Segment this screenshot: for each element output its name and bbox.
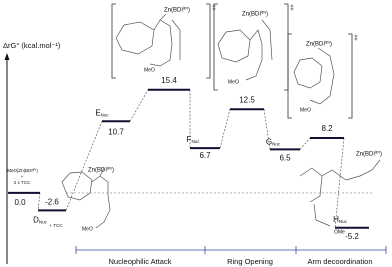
y-axis-arrow xyxy=(4,53,10,60)
value-label: 0.0 xyxy=(14,198,26,207)
connector xyxy=(219,109,231,149)
state-label: ENuc xyxy=(95,108,109,117)
structures xyxy=(61,3,381,229)
start-label: 2 x TCC xyxy=(14,180,31,185)
state-name: D xyxy=(33,215,39,224)
value-label: -5.2 xyxy=(345,232,359,241)
state-label: HNuc xyxy=(333,215,348,224)
value-label: 6.7 xyxy=(199,151,211,160)
state-subscript: Nuc xyxy=(339,219,348,224)
value-label: 8.2 xyxy=(321,124,333,133)
structure-label: Zn(BDIⁱᴾʳ) xyxy=(306,40,332,48)
start-label: [MeO]Zn(BDIⁱᴾʳ) xyxy=(6,167,38,173)
methoxy-label: MeO xyxy=(82,226,93,232)
connector xyxy=(37,192,41,211)
structure-label: Zn(BDIⁱᴾʳ) xyxy=(164,6,190,14)
ts-mark: ‡ xyxy=(212,5,216,12)
structure-label: Zn(BDIⁱᴾʳ) xyxy=(242,10,268,18)
state-name: G xyxy=(266,138,272,147)
methoxy-label: MeO xyxy=(144,67,155,73)
methoxy-label: MeO xyxy=(300,107,311,113)
methoxy-label: OMe xyxy=(334,229,345,235)
state-label: DNuc xyxy=(33,215,48,224)
value-label: 15.4 xyxy=(161,76,177,85)
ts-mark: ‡ xyxy=(354,35,358,42)
value-label: 10.7 xyxy=(108,127,124,136)
state-subscript: Nuc xyxy=(191,139,200,144)
connector xyxy=(129,89,149,122)
methoxy-label: MeO xyxy=(228,79,239,85)
y-axis-label: ΔrG° (kcal.mol⁻¹) xyxy=(3,41,61,50)
state-name: E xyxy=(95,108,100,117)
section-bar xyxy=(75,246,387,254)
state-name: H xyxy=(333,215,339,224)
structure-label: Zn(BDIⁱᴾʳ) xyxy=(88,166,114,174)
connector xyxy=(334,137,345,228)
start-label: + xyxy=(21,174,24,179)
section-label: Nucleophilic Attack xyxy=(109,257,172,266)
structure-label: Zn(BDIⁱᴾʳ) xyxy=(356,150,382,158)
value-label: 12.5 xyxy=(239,95,255,104)
section-label: Arm decoordination xyxy=(307,257,372,266)
ts-mark: ‡ xyxy=(290,5,294,12)
state-name: F xyxy=(187,135,192,144)
value-label: -2.6 xyxy=(45,197,59,206)
state-subscript: Nuc xyxy=(272,142,281,147)
state-subscript: Nuc xyxy=(39,220,48,225)
state-subscript: Nuc xyxy=(101,112,110,117)
state-label: FNuc xyxy=(187,135,201,144)
value-label: 6.5 xyxy=(279,154,291,163)
connector xyxy=(299,137,311,150)
section-label: Ring Opening xyxy=(227,257,273,266)
d-note: + TCC xyxy=(49,223,63,228)
state-label: GNuc xyxy=(266,138,281,147)
